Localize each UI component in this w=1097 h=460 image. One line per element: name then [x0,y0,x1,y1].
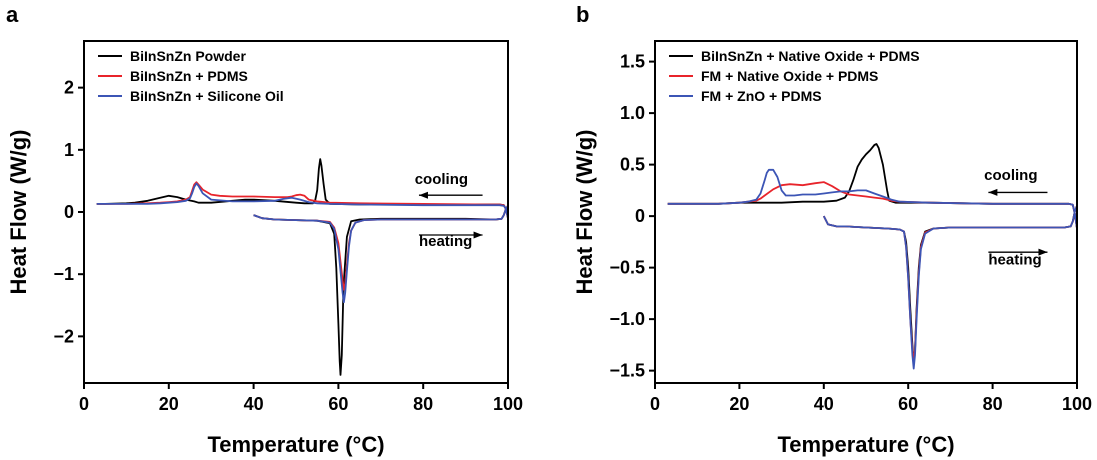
panel-b-legend-entry-2: FM + Native Oxide + PDMS [701,68,878,84]
panel-b-y-tick-label: 0.5 [620,155,645,175]
panel-b-letter: b [576,2,589,27]
panel-a-series-3-cooling-line [96,182,508,219]
panel-a-heating-arrowhead [473,231,483,239]
panel-b-x-tick-label: 80 [983,394,1003,414]
panel-b-chart: b 0 20 40 60 80 100 −1.5 −1.0 −0.5 0 0.5 1.0 1.5 Tempe… [572,2,1092,457]
panel-b-y-tick-label: −1.5 [609,361,645,381]
panel-a-legend-entry-1: BiInSnZn Powder [130,48,246,64]
panel-b-series-2-cooling-line [667,181,1077,229]
panel-b-heating-annotation: heating [988,252,1041,269]
panel-b-x-tick-label: 60 [898,394,918,414]
panel-b-x-tick-label: 20 [729,394,749,414]
panel-b-x-axis-label: Temperature (°C) [777,432,954,457]
panel-a-x-tick-label: 20 [159,394,179,414]
panel-b-x-tick-label: 0 [650,394,660,414]
panel-a-x-axis-label: Temperature (°C) [207,432,384,457]
panel-a-y-axis-label: Heat Flow (W/g) [6,130,31,295]
panel-b-legend-entry-1: BiInSnZn + Native Oxide + PDMS [701,48,920,64]
panel-a-x-tick-label: 100 [493,394,523,414]
panel-a-y-tick-label: −1 [53,264,74,284]
panel-b-y-tick-label: −1.0 [609,309,645,329]
panel-a-y-tick-label: 0 [64,202,74,222]
panel-a-series-group [96,158,508,376]
panel-a-x-tick-label: 80 [413,394,433,414]
panel-a-heating-annotation: heating [419,233,472,250]
panel-b-series-3-heating-line [822,205,1077,370]
panel-a-x-tick-label: 40 [244,394,264,414]
panel-a-x-tick-label: 60 [328,394,348,414]
panel-b-y-tick-label: 0 [635,206,645,226]
panel-a-series-3-heating-line [253,205,508,304]
panel-b-series-3-cooling-line [667,168,1077,229]
panel-a-x-tick-label: 0 [79,394,89,414]
panel-a-legend-entry-2: BiInSnZn + PDMS [130,68,248,84]
panel-b-y-tick-label: 1.0 [620,103,645,123]
panel-b-series-group [667,143,1077,370]
panel-a-cooling-arrowhead [418,191,428,199]
panel-b-y-axis-label: Heat Flow (W/g) [572,130,597,295]
panel-b-y-tick-label: 1.5 [620,52,645,72]
panel-b-plot-frame [654,40,1078,384]
panel-b-x-tick-label: 100 [1062,394,1092,414]
panel-b-series-2-heating-line [822,205,1077,362]
panel-a-letter: a [6,2,19,27]
panel-b-series-1-heating-line [822,205,1077,365]
panel-b-series-1-cooling-line [667,143,1077,229]
panel-a-y-tick-label: −2 [53,326,74,346]
panel-a-cooling-annotation: cooling [415,171,468,188]
panel-b-cooling-annotation: cooling [984,167,1037,184]
panel-a-legend-entry-3: BiInSnZn + Silicone Oil [130,88,284,104]
panel-b-x-tick-label: 40 [814,394,834,414]
panel-b-heating-arrowhead [1038,248,1048,256]
panel-b-legend-entry-3: FM + ZnO + PDMS [701,88,822,104]
panel-a-y-tick-label: 1 [64,140,74,160]
panel-a-chart: a 0 20 40 60 80 100 −2 −1 0 1 2 Temperature (°C) Heat… [6,2,523,457]
panel-b-cooling-arrowhead [988,188,998,196]
panel-a-series-1-heating-line [253,205,508,376]
panel-b-y-tick-label: −0.5 [609,258,645,278]
panel-a-series-1-cooling-line [96,158,508,219]
panel-a-y-tick-label: 2 [64,78,74,98]
